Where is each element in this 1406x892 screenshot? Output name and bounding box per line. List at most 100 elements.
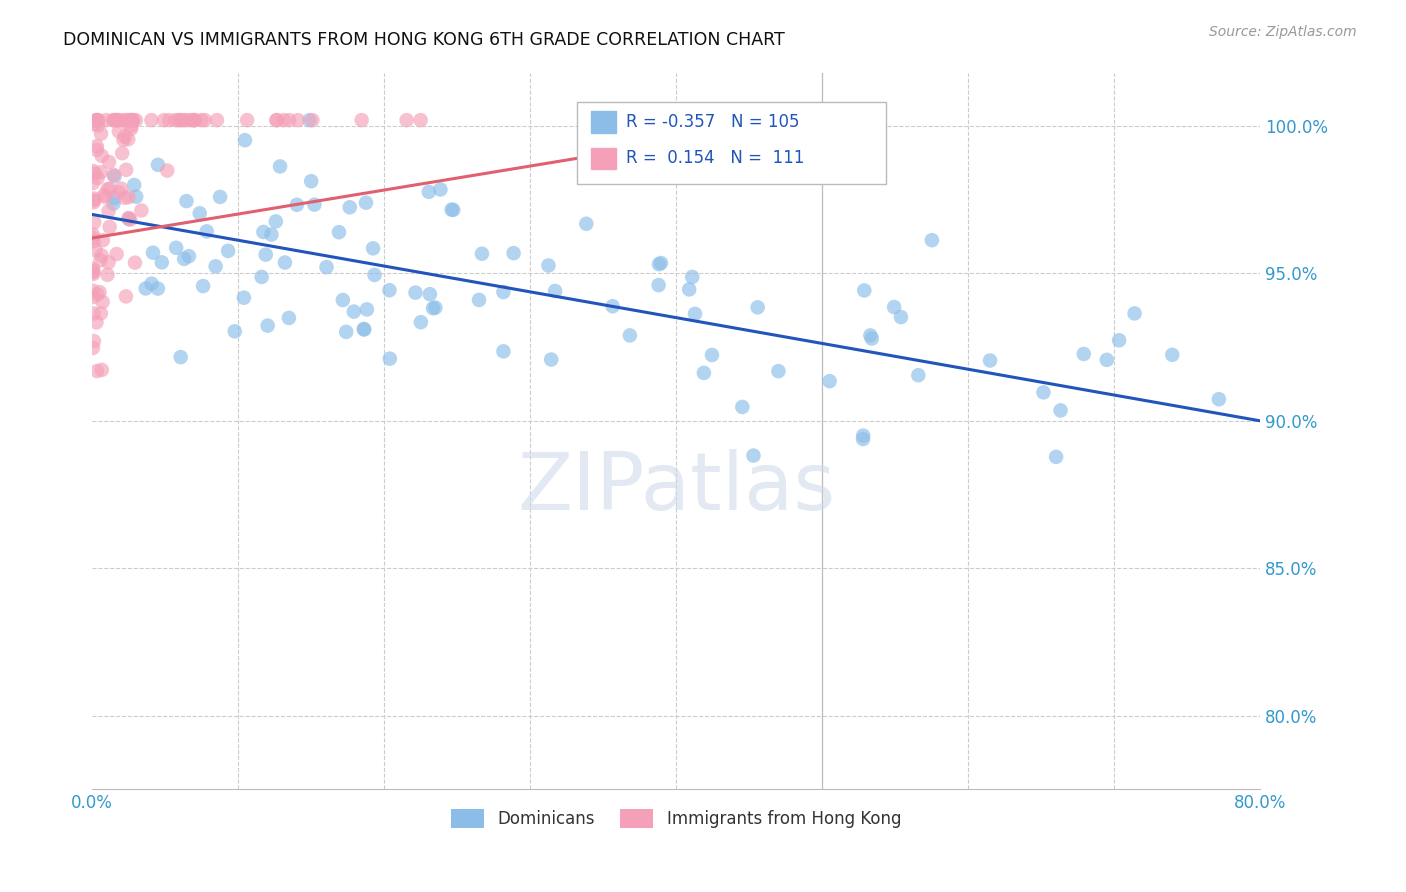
Point [105,247,128,261]
Point [120,121,142,136]
Point [146,282,169,296]
Point [83,192,105,206]
Point [353,322,375,336]
Point [1108,333,1130,347]
Point [204,260,226,274]
Point [418,185,440,199]
Point [747,301,769,315]
Point [91,294,114,309]
Point [409,113,432,128]
Point [233,133,256,147]
Point [82,176,104,190]
Point [468,293,491,307]
Point [683,307,706,321]
Point [602,299,624,313]
Point [681,270,703,285]
Point [188,206,211,220]
Point [356,302,378,317]
Point [117,132,139,146]
Point [269,160,291,174]
Text: R =  0.154   N =  111: R = 0.154 N = 111 [626,150,804,168]
Point [84,113,107,128]
Point [97,182,120,196]
Point [101,113,124,128]
Point [83,193,105,207]
FancyBboxPatch shape [576,102,886,184]
Point [471,246,494,260]
Point [150,255,173,269]
Point [425,301,447,315]
Point [103,168,125,182]
Point [121,113,143,128]
Point [86,113,108,128]
Point [315,260,337,274]
Point [84,167,107,181]
Point [339,200,361,214]
Point [264,214,287,228]
Point [173,252,195,266]
Point [287,113,309,128]
Point [353,322,375,336]
Point [107,113,129,128]
Point [117,190,139,204]
Point [236,113,259,128]
Point [146,158,169,172]
Point [176,194,198,208]
Point [115,113,138,128]
Point [395,113,418,128]
Point [678,282,700,296]
Point [86,113,108,128]
Point [169,113,191,128]
Point [82,164,104,178]
Point [82,264,104,278]
Point [853,284,876,298]
Point [254,247,277,261]
Point [492,344,515,359]
Point [135,281,157,295]
Point [110,182,132,196]
Point [112,113,135,128]
Point [98,182,121,196]
Point [335,325,357,339]
Point [256,318,278,333]
Point [122,178,145,192]
Point [301,113,323,128]
Point [883,300,905,314]
Point [114,129,136,144]
Point [125,190,148,204]
Point [1095,352,1118,367]
Text: Source: ZipAtlas.com: Source: ZipAtlas.com [1209,25,1357,39]
Point [1208,392,1230,407]
Point [90,165,112,179]
Point [852,432,875,446]
Point [1073,347,1095,361]
Point [94,113,117,128]
Bar [591,112,616,133]
Point [117,211,139,226]
Point [544,284,567,298]
Point [82,290,104,304]
Point [82,261,104,276]
Point [742,449,765,463]
Point [907,368,929,383]
Point [252,225,274,239]
Point [90,306,112,320]
Point [120,113,142,128]
Point [409,315,432,329]
Point [278,113,301,128]
Point [120,113,142,128]
Text: DOMINICAN VS IMMIGRANTS FROM HONG KONG 6TH GRADE CORRELATION CHART: DOMINICAN VS IMMIGRANTS FROM HONG KONG 6… [63,31,785,49]
Point [195,224,218,238]
Point [264,113,287,128]
Point [429,182,451,196]
Point [83,117,105,131]
Point [98,219,121,234]
Point [277,310,299,325]
Point [224,324,246,338]
Point [440,202,463,217]
Point [83,215,105,229]
Point [1161,348,1184,362]
Point [205,113,228,128]
Point [86,315,108,329]
Point [575,217,598,231]
